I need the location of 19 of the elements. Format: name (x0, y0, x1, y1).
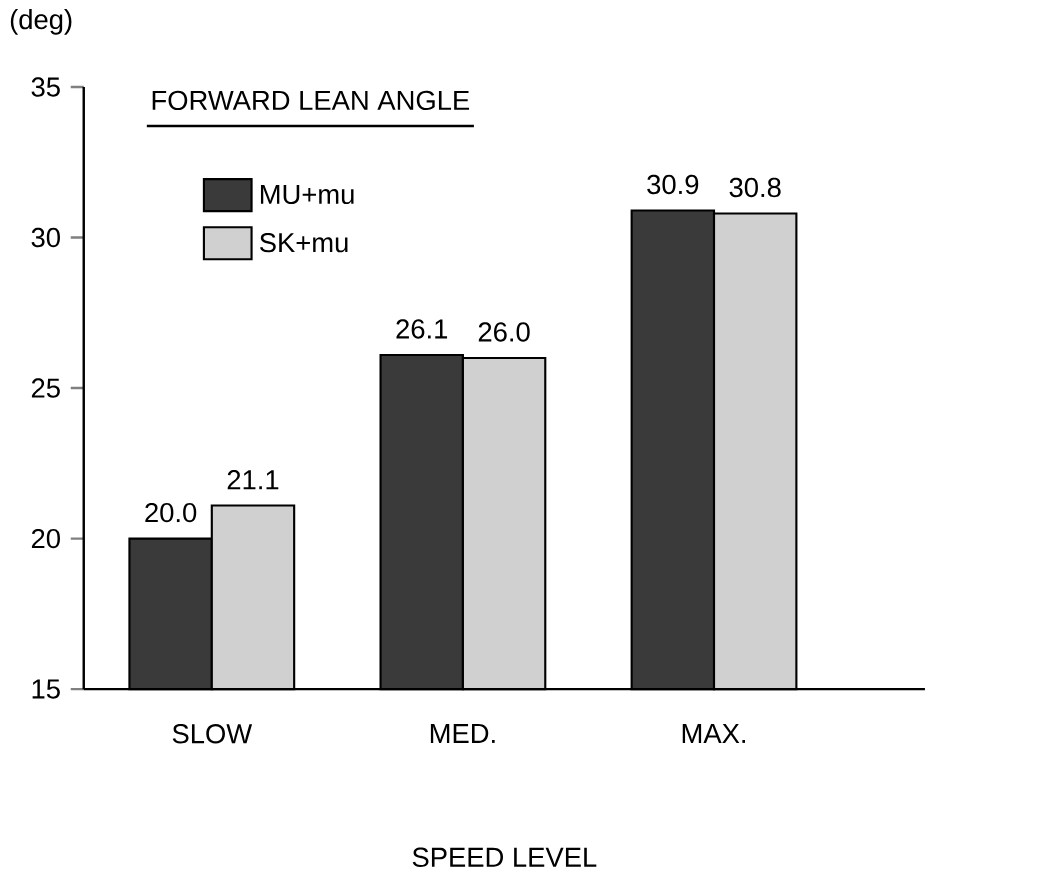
data-label: 30.9 (647, 174, 699, 195)
y-tick-label: 20 (31, 528, 60, 549)
y-tick-label: 30 (31, 227, 60, 248)
y-tick-label: 25 (31, 378, 60, 398)
x-tick-label: SLOW (172, 723, 253, 744)
x-axis-title: SPEED LEVEL (412, 847, 597, 867)
data-label: 20.0 (145, 502, 197, 523)
y-axis-title: (deg) (10, 9, 72, 35)
data-label: 26.1 (396, 319, 448, 339)
legend-label: SK+mu (259, 232, 348, 253)
x-tick-label: MED. (430, 723, 495, 743)
data-label: 30.8 (729, 177, 781, 198)
y-tick-label: 15 (32, 679, 60, 699)
data-label: 26.0 (478, 322, 530, 342)
chart-title: FORWARD LEAN ANGLE (152, 90, 470, 111)
data-label: 21.1 (227, 470, 279, 490)
legend-label: MU+mu (260, 184, 354, 205)
x-tick-label: MAX. (682, 723, 746, 743)
y-tick-label: 35 (31, 77, 60, 97)
